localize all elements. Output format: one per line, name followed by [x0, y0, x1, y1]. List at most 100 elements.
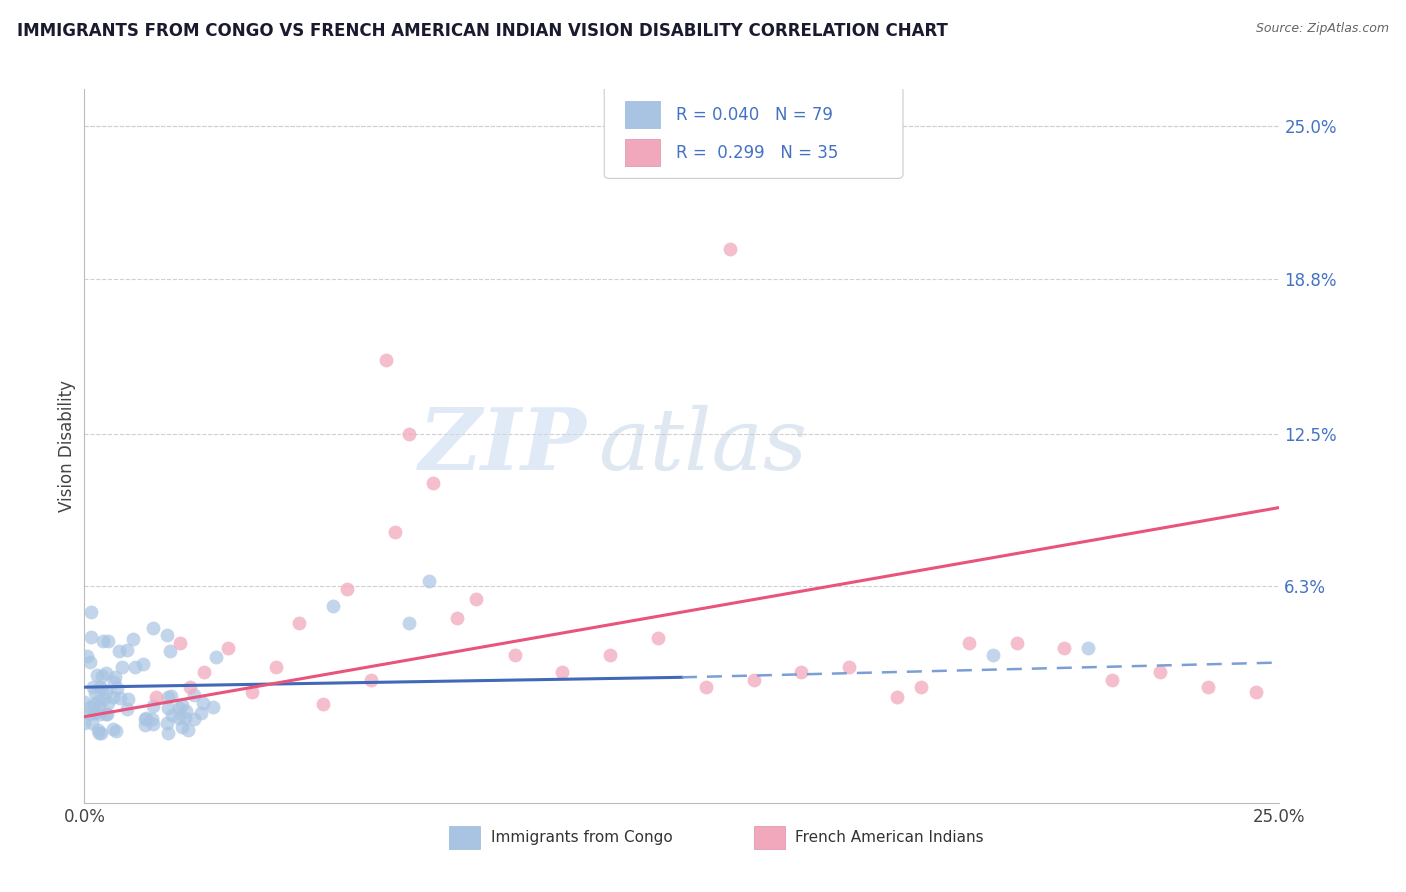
Point: [96, 684, 118, 698]
Point: [177, 723, 200, 737]
Point: [87, 698, 110, 713]
Bar: [449, 826, 479, 849]
Y-axis label: Vision Disability: Vision Disability: [58, 380, 76, 512]
Bar: [754, 826, 785, 849]
Text: ZIP: ZIP: [419, 404, 586, 488]
Point: [86, 667, 108, 681]
Point: [1053, 640, 1076, 655]
Point: [97, 634, 120, 648]
Point: [101, 722, 124, 736]
Point: [160, 708, 183, 723]
Point: [121, 632, 143, 647]
Point: [322, 599, 344, 613]
Point: [190, 706, 212, 720]
Point: [79, 707, 101, 722]
Point: [96, 706, 118, 721]
Point: [156, 628, 179, 642]
Text: Immigrants from Congo: Immigrants from Congo: [491, 830, 672, 846]
Point: [73, 716, 96, 731]
Point: [82, 680, 104, 694]
Point: [110, 690, 132, 705]
Point: [111, 660, 134, 674]
Point: [89, 707, 111, 722]
Point: [115, 642, 138, 657]
Point: [80, 605, 103, 619]
Point: [97, 696, 120, 710]
Point: [183, 712, 205, 726]
Point: [551, 665, 574, 680]
Point: [142, 699, 165, 714]
Point: [336, 582, 359, 596]
Point: [142, 717, 165, 731]
Text: IMMIGRANTS FROM CONGO VS FRENCH AMERICAN INDIAN VISION DISABILITY CORRELATION CH: IMMIGRANTS FROM CONGO VS FRENCH AMERICAN…: [17, 22, 948, 40]
Text: R =  0.299   N = 35: R = 0.299 N = 35: [676, 144, 838, 161]
Point: [312, 698, 335, 712]
Point: [157, 725, 180, 739]
Point: [108, 644, 131, 658]
Point: [90, 682, 112, 697]
Point: [179, 680, 201, 694]
Point: [80, 715, 103, 730]
Point: [135, 711, 157, 725]
Point: [398, 616, 420, 631]
Point: [193, 665, 215, 680]
Point: [170, 698, 193, 713]
Point: [446, 611, 468, 625]
Point: [96, 666, 118, 681]
Point: [115, 702, 138, 716]
Point: [103, 674, 125, 689]
Point: [159, 644, 181, 658]
Point: [73, 695, 96, 709]
Point: [1197, 680, 1219, 694]
Point: [957, 636, 980, 650]
Text: French American Indians: French American Indians: [796, 830, 984, 846]
Point: [83, 697, 105, 711]
Point: [838, 660, 860, 674]
Point: [1101, 673, 1123, 687]
Point: [141, 712, 163, 726]
Point: [647, 631, 669, 645]
Point: [718, 242, 741, 256]
Point: [134, 718, 156, 732]
Text: R = 0.040   N = 79: R = 0.040 N = 79: [676, 106, 832, 124]
Point: [104, 670, 127, 684]
Text: atlas: atlas: [599, 405, 807, 487]
Point: [91, 691, 114, 706]
Point: [1005, 636, 1028, 650]
Point: [288, 616, 311, 631]
Point: [91, 668, 114, 682]
Point: [1077, 640, 1099, 655]
Point: [105, 723, 128, 738]
Point: [742, 673, 765, 687]
Point: [79, 700, 101, 714]
Point: [117, 692, 139, 706]
Point: [103, 690, 125, 705]
Point: [790, 665, 813, 680]
Point: [132, 657, 155, 671]
Point: [172, 720, 194, 734]
Point: [159, 689, 181, 703]
Point: [183, 689, 205, 703]
Point: [89, 680, 111, 694]
Point: [264, 660, 287, 674]
Point: [695, 680, 717, 694]
Point: [89, 726, 111, 740]
Point: [217, 640, 239, 655]
Point: [1244, 685, 1267, 699]
Point: [156, 700, 179, 714]
Point: [142, 621, 165, 635]
Point: [174, 704, 197, 718]
Point: [465, 591, 488, 606]
Point: [910, 680, 932, 694]
Point: [87, 723, 110, 737]
Point: [422, 475, 444, 490]
Point: [503, 648, 526, 662]
Point: [240, 685, 263, 699]
Point: [174, 711, 197, 725]
Point: [374, 352, 396, 367]
Bar: [624, 139, 661, 166]
Point: [134, 712, 156, 726]
Point: [167, 711, 190, 725]
Point: [105, 681, 128, 695]
Point: [156, 690, 179, 705]
